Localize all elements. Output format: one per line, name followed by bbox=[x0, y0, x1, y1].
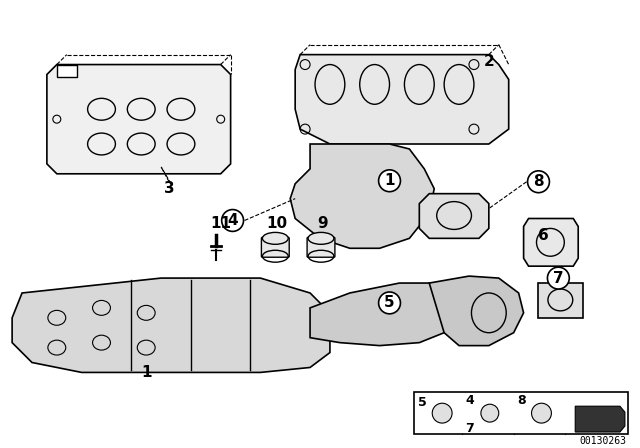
Text: 9: 9 bbox=[317, 216, 328, 231]
Polygon shape bbox=[290, 144, 434, 248]
Ellipse shape bbox=[432, 403, 452, 423]
Text: 6: 6 bbox=[538, 228, 549, 243]
Polygon shape bbox=[12, 278, 330, 372]
Circle shape bbox=[379, 170, 401, 192]
Text: 8: 8 bbox=[517, 394, 526, 407]
Bar bbox=[414, 392, 628, 434]
Polygon shape bbox=[524, 219, 578, 266]
FancyBboxPatch shape bbox=[261, 237, 289, 257]
Circle shape bbox=[527, 171, 549, 193]
Text: 1: 1 bbox=[384, 173, 395, 188]
Circle shape bbox=[379, 292, 401, 314]
Text: 00130263: 00130263 bbox=[579, 436, 626, 446]
Polygon shape bbox=[47, 65, 230, 174]
Text: 8: 8 bbox=[533, 174, 544, 189]
Polygon shape bbox=[57, 65, 77, 78]
Text: 5: 5 bbox=[384, 295, 395, 310]
Ellipse shape bbox=[308, 233, 334, 244]
Text: 7: 7 bbox=[465, 422, 474, 435]
Polygon shape bbox=[575, 406, 625, 432]
Ellipse shape bbox=[481, 404, 499, 422]
Circle shape bbox=[221, 210, 244, 232]
Text: 7: 7 bbox=[553, 271, 564, 285]
Circle shape bbox=[547, 267, 569, 289]
Text: 3: 3 bbox=[164, 181, 174, 196]
Polygon shape bbox=[419, 194, 489, 238]
FancyBboxPatch shape bbox=[307, 237, 335, 257]
Text: 2: 2 bbox=[483, 54, 494, 69]
Polygon shape bbox=[295, 55, 509, 144]
Ellipse shape bbox=[262, 233, 288, 244]
Polygon shape bbox=[429, 276, 524, 345]
Polygon shape bbox=[310, 283, 459, 345]
Text: 4: 4 bbox=[465, 394, 474, 407]
Text: 1: 1 bbox=[141, 365, 152, 380]
Text: 5: 5 bbox=[418, 396, 427, 409]
Ellipse shape bbox=[532, 403, 552, 423]
Polygon shape bbox=[538, 283, 583, 318]
Text: 10: 10 bbox=[267, 216, 288, 231]
Text: 4: 4 bbox=[227, 213, 238, 228]
Text: 11: 11 bbox=[210, 216, 231, 231]
